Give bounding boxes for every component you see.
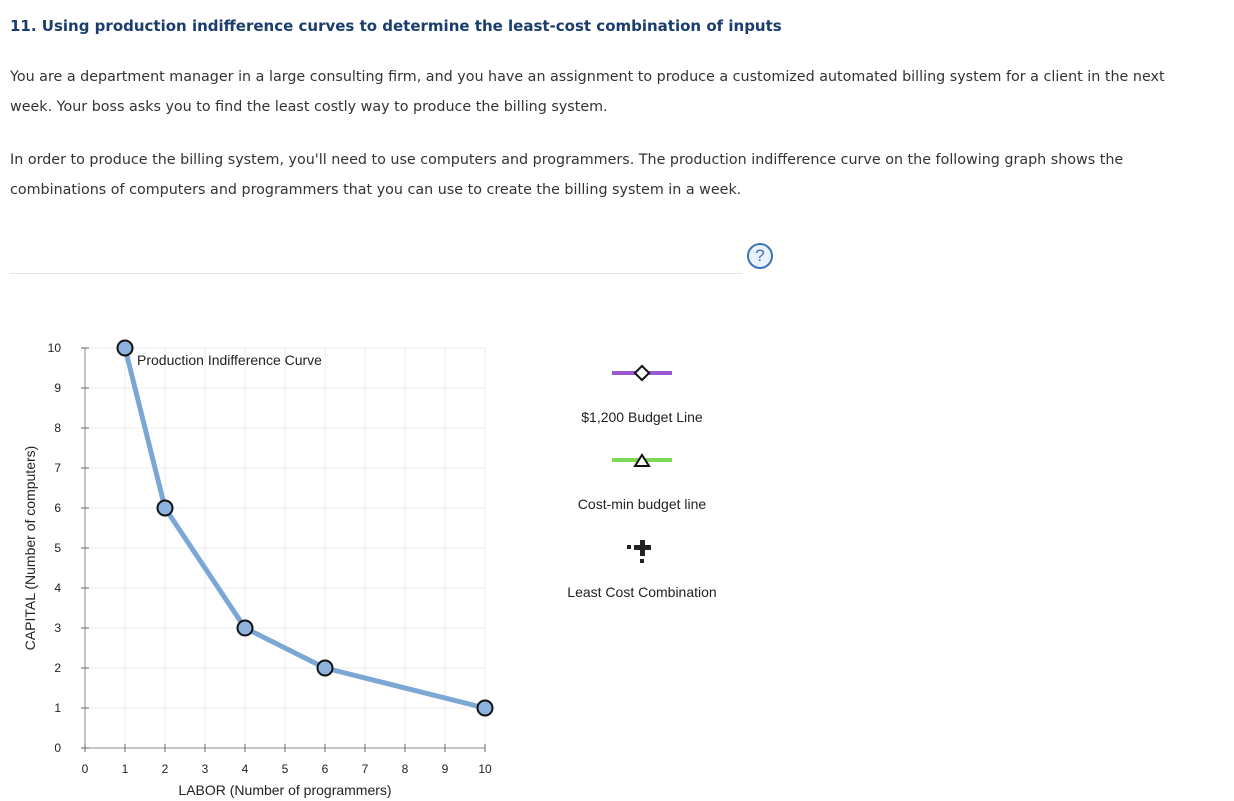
y-tick-label: 7 bbox=[54, 461, 61, 475]
curve-point[interactable] bbox=[316, 659, 334, 677]
grid-lines bbox=[85, 347, 486, 748]
x-tick-label: 10 bbox=[478, 762, 492, 776]
diamond-icon bbox=[633, 364, 651, 382]
x-tick-label: 2 bbox=[162, 762, 169, 776]
curve-label: Production Indifference Curve bbox=[137, 352, 322, 368]
x-tick-label: 5 bbox=[282, 762, 289, 776]
y-tick-label: 1 bbox=[54, 701, 61, 715]
y-tick-label: 5 bbox=[54, 541, 61, 555]
dot-icon bbox=[640, 559, 644, 563]
curve-point[interactable] bbox=[476, 699, 494, 717]
y-tick-label: 9 bbox=[54, 381, 61, 395]
section-divider bbox=[10, 273, 742, 274]
x-axis-label: LABOR (Number of programmers) bbox=[178, 782, 391, 798]
curve-point[interactable] bbox=[116, 339, 134, 357]
dot-icon bbox=[627, 545, 631, 549]
legend-cost-min-line-tool[interactable] bbox=[612, 453, 672, 467]
y-axis-label: CAPITAL (Number of computers) bbox=[22, 446, 38, 651]
y-tick-label: 4 bbox=[54, 581, 61, 595]
x-tick-label: 7 bbox=[362, 762, 369, 776]
instructions-paragraph: In order to produce the billing system, … bbox=[10, 152, 1124, 198]
legend-least-cost-tool[interactable] bbox=[627, 540, 651, 563]
tick-labels: 0 1 2 3 4 5 6 7 8 9 10 0 1 2 3 4 5 6 7 8 9 10 bbox=[48, 341, 492, 776]
axes bbox=[81, 347, 486, 752]
question-title: 11. Using production indifference curves… bbox=[10, 17, 782, 35]
y-tick-label: 0 bbox=[54, 741, 61, 755]
x-tick-label: 4 bbox=[242, 762, 249, 776]
y-tick-label: 2 bbox=[54, 661, 61, 675]
x-tick-label: 1 bbox=[122, 762, 129, 776]
legend-label-cost-min-line: Cost-min budget line bbox=[577, 496, 707, 512]
y-tick-label: 8 bbox=[54, 421, 61, 435]
legend-label-budget-line: $1,200 Budget Line bbox=[581, 409, 703, 425]
plus-icon-bar bbox=[634, 545, 651, 550]
intro-paragraph: You are a department manager in a large … bbox=[10, 69, 1165, 115]
series-line bbox=[122, 345, 488, 711]
x-tick-label: 0 bbox=[82, 762, 89, 776]
x-tick-label: 9 bbox=[442, 762, 449, 776]
triangle-icon bbox=[633, 453, 651, 467]
legend-label-least-cost: Least Cost Combination bbox=[567, 584, 717, 600]
y-tick-label: 10 bbox=[48, 341, 62, 355]
x-tick-label: 6 bbox=[322, 762, 329, 776]
curve-point[interactable] bbox=[156, 499, 174, 517]
y-tick-label: 6 bbox=[54, 501, 61, 515]
help-button[interactable]: ? bbox=[747, 243, 773, 269]
series-layer bbox=[122, 345, 488, 711]
production-graph[interactable]: 0 1 2 3 4 5 6 7 8 9 10 0 1 2 3 4 5 6 7 8 9 10 Production Indi… bbox=[0, 330, 1234, 801]
x-tick-label: 8 bbox=[402, 762, 409, 776]
y-tick-label: 3 bbox=[54, 621, 61, 635]
curve-point[interactable] bbox=[236, 619, 254, 637]
x-tick-label: 3 bbox=[202, 762, 209, 776]
points-layer bbox=[116, 339, 494, 717]
legend-budget-line-tool[interactable] bbox=[612, 364, 672, 382]
